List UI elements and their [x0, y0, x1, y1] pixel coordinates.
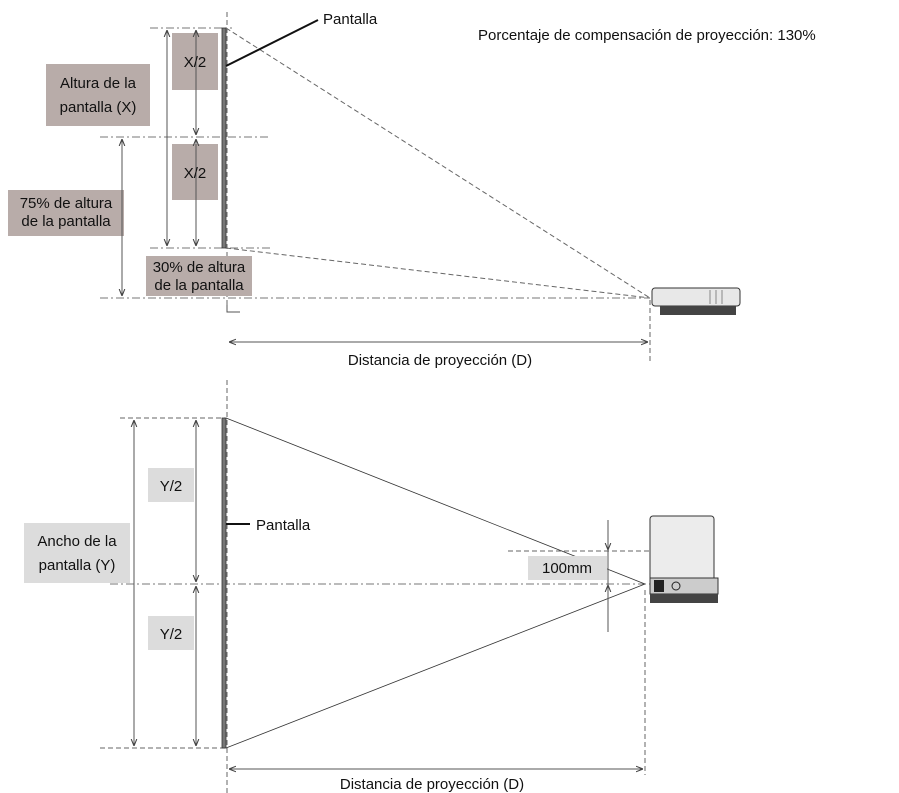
height-label: Altura de la	[60, 75, 137, 92]
upper-label: 75% de altura	[20, 195, 113, 212]
upper-label: de la pantalla	[21, 213, 111, 230]
projector	[651, 287, 741, 315]
top-view: Pantalla Ancho de la pantalla (Y) Y/2 Y/…	[24, 380, 719, 793]
lower-label: 30% de altura	[153, 259, 246, 276]
pointer	[225, 19, 319, 67]
label-box	[528, 556, 607, 580]
corner	[226, 305, 240, 313]
projection-ray	[225, 583, 646, 749]
label-box	[148, 616, 194, 650]
lower-label: de la pantalla	[154, 277, 244, 294]
half-label: Y/2	[160, 478, 183, 495]
screen-label: Pantalla	[323, 11, 378, 28]
side-view: Pantalla Porcentaje de compensación de p…	[8, 11, 816, 369]
label-box	[146, 256, 252, 296]
half-label: X/2	[184, 165, 207, 182]
projection-ray	[225, 27, 651, 299]
screen-label: Pantalla	[256, 517, 311, 534]
label-box	[8, 190, 124, 236]
projector	[649, 515, 719, 603]
width-label: pantalla (Y)	[39, 557, 116, 574]
half-label: Y/2	[160, 626, 183, 643]
offset-note: Porcentaje de compensación de proyección…	[478, 27, 816, 44]
width-label: Ancho de la	[37, 533, 117, 550]
distance-label: Distancia de proyección (D)	[348, 352, 532, 369]
label-box	[46, 64, 150, 126]
projection-ray	[225, 247, 651, 299]
screen	[221, 417, 227, 749]
label-box	[24, 523, 130, 583]
half-label: X/2	[184, 54, 207, 71]
label-box	[148, 468, 194, 502]
screen	[221, 27, 227, 249]
height-label: pantalla (X)	[60, 99, 137, 116]
offset-label: 100mm	[542, 560, 592, 577]
distance-label: Distancia de proyección (D)	[340, 776, 524, 793]
